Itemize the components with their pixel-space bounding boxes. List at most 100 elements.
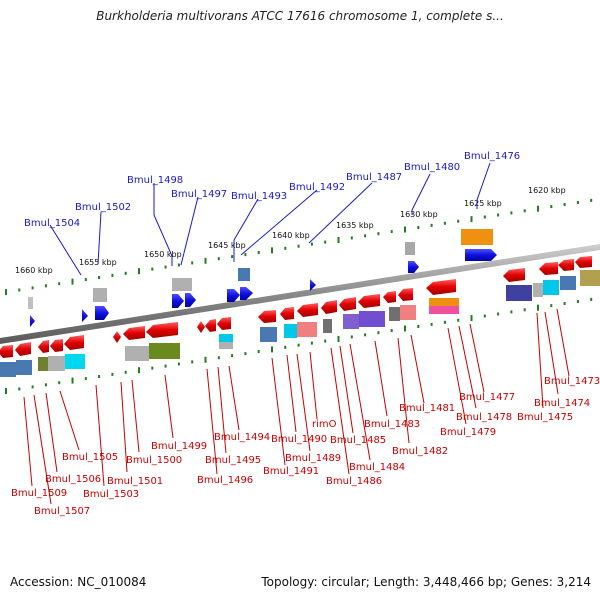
scale-tick bbox=[350, 335, 353, 339]
scale-tick bbox=[576, 201, 579, 204]
scale-tick bbox=[98, 375, 101, 378]
gene-label: Bmul_1493 bbox=[231, 191, 287, 202]
gene-arrow bbox=[38, 340, 49, 353]
gene-label: Bmul_1501 bbox=[107, 476, 163, 487]
scale-tick bbox=[151, 366, 154, 370]
scale-tick bbox=[417, 226, 420, 229]
gene-arrow bbox=[383, 291, 396, 303]
forward-strand-genes bbox=[30, 249, 497, 327]
scale-tick bbox=[390, 230, 393, 234]
gene-label: Bmul_1481 bbox=[399, 403, 455, 414]
feature-box bbox=[125, 346, 149, 361]
gene-arrow bbox=[0, 345, 13, 358]
gene-label: Bmul_1476 bbox=[464, 151, 520, 162]
scale-label: 1640 kbp bbox=[272, 231, 310, 240]
feature-box bbox=[172, 278, 192, 291]
scale-tick bbox=[18, 288, 21, 292]
scale-tick bbox=[98, 276, 101, 279]
scale-tick bbox=[310, 341, 313, 345]
scale-tick bbox=[164, 265, 167, 269]
scale-tick bbox=[550, 304, 553, 308]
gene-label: Bmul_1500 bbox=[126, 455, 182, 466]
gene-arrow bbox=[227, 289, 240, 302]
chromosome-backbone bbox=[0, 244, 600, 344]
feature-box bbox=[533, 283, 543, 297]
gene-label: rimO bbox=[312, 419, 337, 430]
gene-arrow bbox=[123, 326, 145, 340]
gene-label: Bmul_1474 bbox=[534, 398, 590, 409]
scale-tick bbox=[590, 198, 593, 202]
scale-tick bbox=[124, 370, 127, 374]
scale-tick bbox=[138, 268, 140, 275]
feature-box bbox=[219, 342, 233, 349]
scale-tick bbox=[31, 286, 34, 290]
scale-tick bbox=[84, 278, 87, 282]
gene-label: Bmul_1506 bbox=[45, 474, 101, 485]
gene-arrow bbox=[310, 279, 316, 291]
gene-label: Bmul_1479 bbox=[440, 427, 496, 438]
forward-leader-lines bbox=[49, 162, 491, 276]
feature-box bbox=[16, 360, 32, 375]
forward-strand-features bbox=[28, 229, 493, 309]
feature-box bbox=[219, 334, 233, 342]
feature-box bbox=[38, 357, 48, 371]
gene-label: Bmul_1492 bbox=[289, 182, 345, 193]
feature-box bbox=[48, 356, 65, 371]
gene-arrow bbox=[321, 300, 337, 314]
feature-box bbox=[238, 268, 250, 281]
gene-label: Bmul_1494 bbox=[214, 432, 270, 443]
scale-tick bbox=[324, 339, 327, 343]
scale-tick bbox=[257, 251, 260, 254]
scale-tick bbox=[350, 236, 353, 240]
gene-arrow bbox=[197, 321, 205, 333]
gene-arrow bbox=[558, 259, 574, 271]
gene-arrow bbox=[95, 306, 109, 320]
reverse-labels: Bmul_1473 Bmul_1474 Bmul_1475 Bmul_1477 … bbox=[11, 376, 600, 517]
gene-label: Bmul_1475 bbox=[517, 412, 573, 423]
scale-tick bbox=[497, 312, 500, 316]
scale-tick bbox=[576, 300, 579, 303]
gene-arrow bbox=[398, 288, 413, 301]
scale-tick bbox=[5, 289, 7, 296]
scale-tick bbox=[510, 211, 513, 215]
scale-tick bbox=[510, 310, 513, 314]
scale-tick bbox=[191, 261, 194, 265]
gene-label: Bmul_1489 bbox=[285, 453, 341, 464]
gene-arrow bbox=[358, 294, 380, 308]
feature-box bbox=[429, 298, 459, 306]
scale-tick bbox=[443, 221, 446, 225]
scale-ticks-upper bbox=[5, 198, 593, 296]
gene-label: Bmul_1496 bbox=[197, 475, 253, 486]
scale-tick bbox=[443, 320, 446, 324]
forward-labels: Bmul_1476 Bmul_1480 Bmul_1487 Bmul_1492 … bbox=[24, 151, 520, 229]
gene-label: Bmul_1495 bbox=[205, 455, 261, 466]
feature-box bbox=[461, 229, 493, 245]
scale-ticks-lower bbox=[5, 297, 593, 395]
scale-tick bbox=[563, 302, 566, 305]
scale-tick bbox=[204, 356, 207, 363]
gene-arrow bbox=[465, 249, 497, 261]
scale-tick bbox=[537, 205, 539, 212]
scale-label: 1630 kbp bbox=[400, 210, 438, 219]
scale-tick bbox=[138, 367, 140, 374]
scale-tick bbox=[523, 308, 526, 312]
gene-arrow bbox=[426, 279, 456, 295]
gene-label: Bmul_1478 bbox=[456, 412, 512, 423]
gene-arrow bbox=[113, 331, 121, 343]
scale-tick bbox=[310, 242, 313, 246]
scale-label: 1635 kbp bbox=[336, 221, 374, 230]
scale-tick bbox=[271, 247, 273, 254]
scale-tick bbox=[71, 278, 74, 285]
scale-tick bbox=[284, 246, 287, 250]
scale-tick bbox=[244, 352, 247, 356]
gene-arrow bbox=[408, 261, 419, 273]
scale-tick bbox=[151, 267, 154, 271]
scale-tick bbox=[550, 205, 553, 209]
scale-tick bbox=[377, 331, 380, 335]
feature-box bbox=[560, 276, 576, 290]
scale-tick bbox=[231, 255, 234, 259]
feature-box bbox=[405, 242, 415, 255]
scale-tick bbox=[44, 284, 47, 288]
scale-tick bbox=[191, 360, 194, 364]
feature-box bbox=[400, 305, 416, 320]
